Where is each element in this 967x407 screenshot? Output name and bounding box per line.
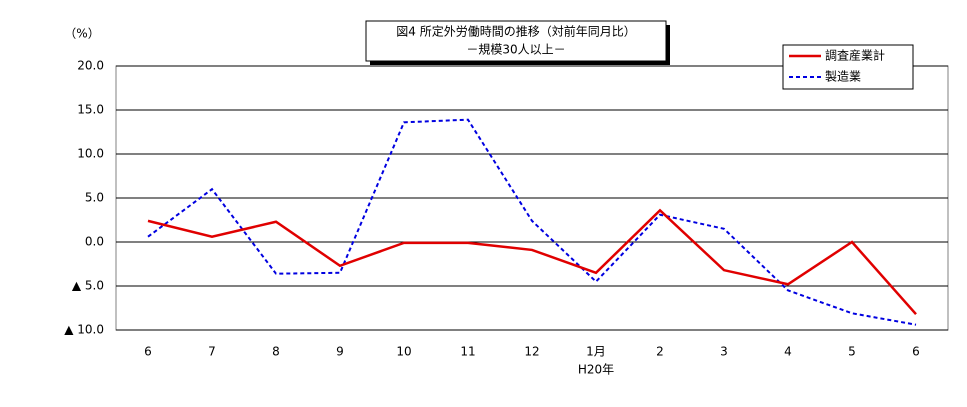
x-tick-label: 6 bbox=[144, 345, 152, 359]
y-tick-label: 5.0 bbox=[85, 191, 104, 205]
x-axis-label: H20年 bbox=[578, 363, 614, 377]
x-tick-label: 1月 bbox=[586, 345, 606, 359]
y-tick-label: ▲ 5.0 bbox=[72, 279, 104, 293]
chart-subtitle: －規模30人以上－ bbox=[466, 42, 565, 57]
x-tick-label: 5 bbox=[848, 345, 856, 359]
x-tick-label: 6 bbox=[912, 345, 920, 359]
x-tick-label: 3 bbox=[720, 345, 728, 359]
y-tick-label: 15.0 bbox=[77, 103, 104, 117]
x-tick-label: 4 bbox=[784, 345, 792, 359]
legend-label: 調査産業計 bbox=[825, 48, 885, 63]
x-tick-label: 8 bbox=[272, 345, 280, 359]
data-line bbox=[147, 208, 917, 315]
chart-title: 図4 所定外労働時間の推移（対前年同月比） bbox=[396, 24, 635, 39]
x-tick-label: 11 bbox=[460, 345, 475, 359]
y-tick-label: 0.0 bbox=[85, 235, 104, 249]
x-tick-label: 10 bbox=[396, 345, 411, 359]
legend-box bbox=[782, 44, 914, 90]
y-tick-label: 20.0 bbox=[77, 59, 104, 73]
x-tick-label: 9 bbox=[336, 345, 344, 359]
x-tick-label: 7 bbox=[208, 345, 216, 359]
y-tick-label: 10.0 bbox=[77, 147, 104, 161]
legend-label: 製造業 bbox=[825, 70, 861, 84]
x-tick-label: 12 bbox=[524, 345, 539, 359]
y-axis-label: （%） bbox=[64, 27, 99, 41]
x-tick-label: 2 bbox=[656, 345, 664, 359]
title-box bbox=[365, 20, 667, 62]
y-tick-label: ▲ 10.0 bbox=[64, 323, 104, 337]
data-line bbox=[147, 118, 917, 326]
